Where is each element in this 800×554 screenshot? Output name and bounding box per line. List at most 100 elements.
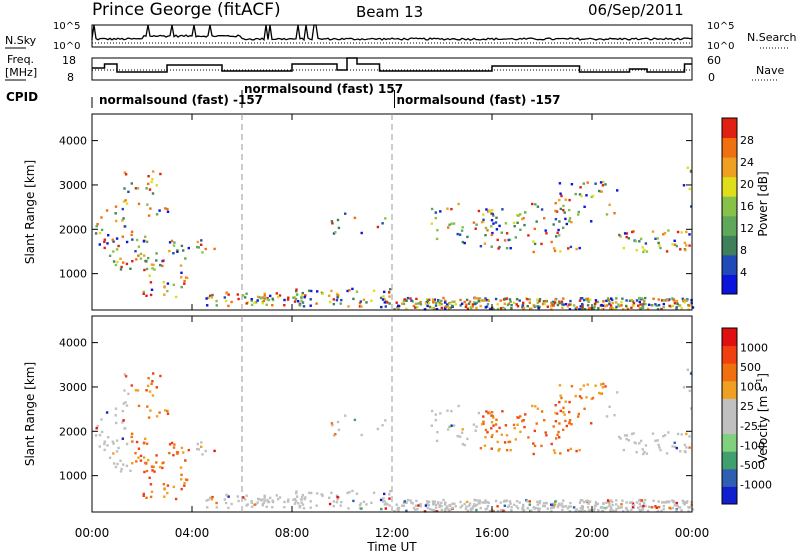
velocity-cell — [179, 466, 183, 469]
power-cell — [428, 298, 431, 301]
power-cell — [645, 250, 649, 253]
power-cell — [532, 250, 535, 254]
velocity-cell — [568, 400, 571, 404]
velocity-cell — [679, 450, 682, 453]
velocity-cell — [147, 416, 151, 419]
power-cell — [611, 298, 614, 302]
power-cell — [196, 245, 199, 249]
power-cell — [643, 300, 646, 303]
power-cell — [142, 292, 145, 295]
power-cell — [449, 302, 452, 305]
velocity-cell — [619, 437, 622, 440]
velocity-cell — [295, 492, 298, 495]
velocity-cell — [646, 509, 650, 513]
velocity-cell — [151, 380, 154, 383]
power-cell — [381, 298, 385, 301]
velocity-cell — [680, 433, 683, 436]
velocity-cell — [687, 510, 690, 513]
power-cell — [522, 301, 525, 305]
velocity-cell — [256, 497, 260, 501]
power-cell — [534, 203, 537, 206]
velocity-cell — [685, 432, 688, 436]
power-cell — [388, 288, 392, 291]
power-cell — [605, 304, 609, 307]
power-cell — [119, 268, 123, 271]
power-cell — [360, 231, 363, 235]
velocity-cell — [509, 449, 512, 452]
velocity-cell — [253, 503, 256, 506]
velocity-cell — [321, 494, 324, 497]
power-cell — [583, 308, 587, 311]
velocity-cell — [428, 500, 431, 503]
velocity-cell — [406, 498, 410, 502]
velocity-cell — [337, 428, 341, 432]
power-cell — [129, 267, 132, 270]
power-cell — [205, 297, 208, 300]
velocity-cell — [444, 510, 447, 513]
y-tick-label: 2000 — [59, 223, 87, 236]
velocity-cell — [123, 427, 127, 430]
power-cell — [224, 299, 228, 303]
velocity-cell — [397, 509, 400, 512]
velocity-cell — [558, 400, 561, 404]
power-cell — [453, 300, 456, 303]
velocity-cell — [200, 441, 203, 444]
power-cell — [308, 289, 311, 292]
power-cell — [625, 232, 629, 235]
power-cell — [651, 304, 654, 307]
velocity-cell — [358, 504, 362, 507]
power-cell — [611, 301, 614, 305]
power-cell — [415, 297, 418, 301]
power-cell — [521, 217, 524, 221]
power-cell — [536, 298, 539, 301]
power-cell — [145, 187, 148, 190]
velocity-cell — [446, 505, 449, 508]
velocity-cell — [544, 431, 547, 434]
power-cell — [477, 297, 480, 300]
velocity-cell — [125, 404, 129, 407]
velocity-cell — [153, 470, 156, 473]
velocity-cell — [168, 451, 171, 455]
power-cell — [671, 243, 674, 246]
power-cell — [617, 303, 620, 306]
velocity-cell — [294, 499, 298, 503]
power-cell — [173, 241, 176, 244]
velocity-cell — [516, 423, 519, 426]
power-cell — [560, 194, 563, 198]
power-cell — [536, 305, 540, 308]
power-cell — [609, 304, 613, 307]
power-cell — [98, 243, 101, 246]
velocity-cell — [478, 500, 481, 503]
power-cell — [647, 303, 651, 306]
power-cell — [458, 233, 462, 236]
power-cell — [578, 193, 582, 196]
power-cell — [527, 234, 530, 237]
power-cell — [554, 298, 557, 301]
power-cell — [654, 237, 657, 240]
velocity-cell — [172, 454, 175, 457]
velocity-cell — [623, 434, 627, 437]
power-cell — [162, 281, 165, 284]
velocity-cell — [536, 407, 540, 410]
velocity-cell — [116, 462, 119, 466]
velocity-cell — [608, 504, 611, 508]
power-cell — [486, 298, 489, 302]
power-cell — [210, 296, 213, 299]
power-cell — [125, 262, 129, 266]
y-tick-label: 2000 — [59, 425, 87, 438]
velocity-cell — [583, 510, 587, 513]
velocity-cell — [581, 510, 584, 513]
power-cell — [530, 307, 533, 310]
power-cell — [206, 304, 209, 307]
velocity-cell — [657, 500, 660, 503]
velocity-cell — [310, 491, 313, 495]
power-cell — [591, 194, 595, 198]
power-cell — [122, 217, 125, 220]
velocity-cell — [426, 506, 429, 510]
velocity-cell — [330, 422, 334, 425]
power-cell — [115, 248, 119, 251]
velocity-cell — [204, 449, 207, 453]
velocity-cell — [518, 501, 521, 504]
power-cell — [242, 294, 245, 297]
power-cell — [115, 237, 119, 240]
